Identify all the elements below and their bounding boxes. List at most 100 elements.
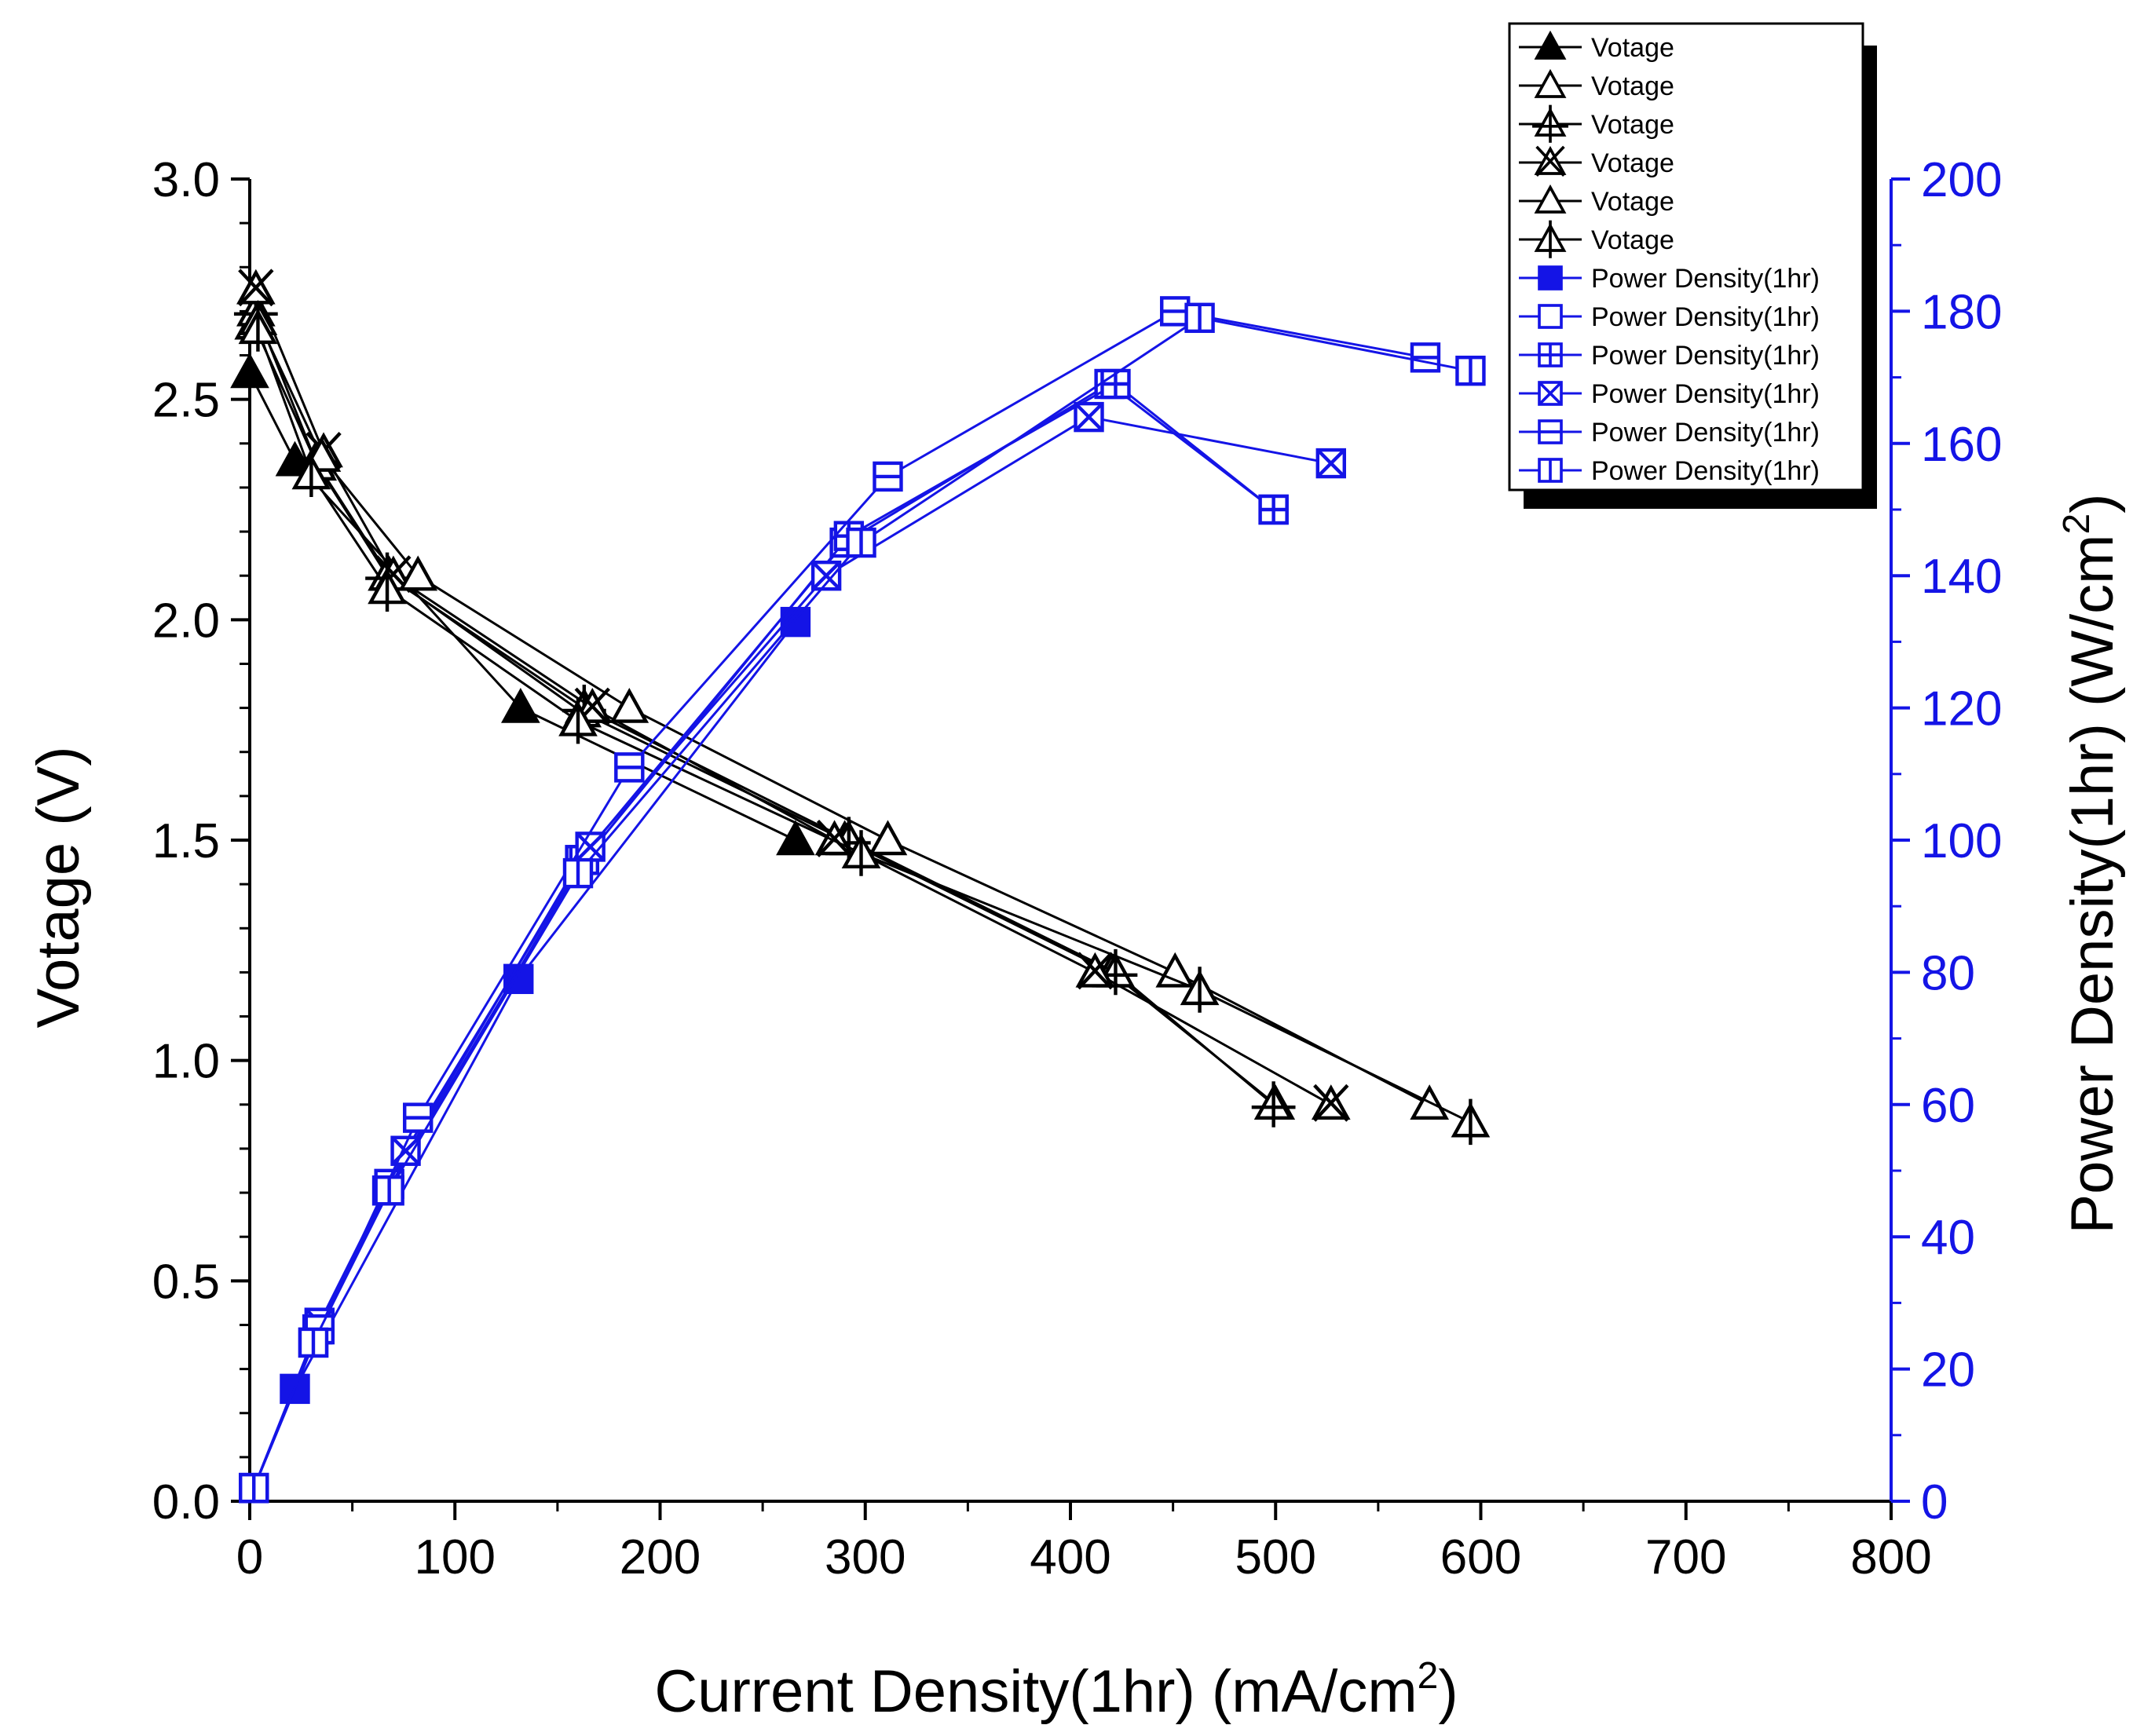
power-series-line [252,309,1426,1489]
data-point-marker [846,527,876,558]
legend: Votage Votage Votage Votage Votage Votage Powe… [1508,22,1877,509]
legend-entry: Power Density(1hr) [1519,379,1820,409]
data-point-marker [238,305,278,352]
y-right-tick-label: 140 [1921,550,2002,604]
legend-label: Votage [1591,110,1674,140]
data-point-marker [1074,401,1104,433]
x-tick-label: 400 [1030,1530,1110,1584]
legend-entry: Power Density(1hr) [1519,456,1820,486]
left-y-axis-title: Votage (V) [25,746,92,1028]
legend-label: Power Density(1hr) [1591,264,1820,294]
x-tick-label: 200 [620,1530,701,1584]
data-point-marker [1534,68,1567,98]
y-left-tick-label: 2.0 [152,594,220,648]
data-point-marker [776,820,815,856]
y-right-tick-label: 40 [1921,1211,1975,1265]
power-series-5 [239,296,1441,1504]
data-point-marker [1538,304,1563,329]
voltage-series-2 [234,304,1296,1120]
voltage-series-6 [238,305,1491,1146]
data-point-marker [1538,381,1563,406]
data-point-marker [1311,1084,1351,1122]
y-left-tick-label: 2.5 [152,374,220,428]
legend-label: Votage [1591,71,1674,101]
data-point-marker [614,752,645,783]
data-point-marker [558,697,598,744]
x-tick-label: 0 [236,1530,263,1584]
data-point-marker [398,555,438,591]
x-axis: 0 100 200 300 400 500 600 700 800 [236,1501,1932,1584]
y-right-tick-label: 0 [1921,1475,1948,1530]
data-point-marker [562,857,594,889]
power-series-line [252,382,1275,1489]
x-tick-label: 500 [1235,1530,1316,1584]
voltage-series-4 [236,269,1351,1122]
y-left-tick-label: 0.5 [152,1255,220,1309]
data-point-marker [1534,145,1567,177]
data-point-marker [1451,1098,1491,1146]
x-tick-label: 700 [1645,1530,1726,1584]
legend-entry: Votage [1519,184,1674,217]
y-right-tick-label: 20 [1921,1343,1975,1398]
data-point-marker [1075,952,1115,990]
legend-label: Power Density(1hr) [1591,379,1820,409]
data-point-marker [239,1472,269,1504]
data-point-marker [230,353,269,389]
right-y-axis-title: Power Density(1hr) (W/cm2) [2056,493,2126,1233]
data-point-marker [236,269,276,307]
legend-label: Votage [1591,148,1674,178]
data-point-marker [1410,342,1441,373]
data-point-marker [1155,952,1195,988]
data-point-marker [1538,419,1563,444]
data-point-marker [298,1327,329,1358]
legend-label: Power Density(1hr) [1591,456,1820,486]
legend-label: Votage [1591,33,1674,63]
power-series-4 [239,401,1346,1504]
left-y-axis: 0.0 0.5 1.0 1.5 2.0 2.5 3.0 [152,153,250,1530]
data-point-marker [1455,355,1486,386]
legend-entry: Votage [1519,220,1674,258]
data-point-marker [609,687,649,723]
y-left-tick-label: 1.5 [152,814,220,868]
data-point-marker [841,830,881,876]
y-right-tick-label: 100 [1921,814,2002,868]
data-point-marker [873,461,903,492]
legend-label: Power Density(1hr) [1591,341,1820,371]
legend-entry: Votage [1519,68,1674,101]
y-right-tick-label: 60 [1921,1079,1975,1133]
y-right-tick-label: 180 [1921,285,2002,339]
legend-entry: Votage [1519,30,1674,63]
legend-box [1508,22,1864,492]
data-point-marker [1180,967,1220,1013]
data-point-marker [1534,220,1567,258]
data-point-marker [1538,458,1563,483]
power-series-2 [239,368,1289,1504]
voltage-series-line [257,319,1430,1106]
data-point-marker [868,820,908,856]
x-tick-label: 300 [825,1530,906,1584]
x-tick-label: 800 [1850,1530,1931,1584]
legend-entry: Votage [1519,145,1674,178]
y-right-tick-label: 160 [1921,418,2002,472]
data-point-marker [1251,1081,1296,1127]
data-point-marker [1534,184,1567,214]
y-right-tick-label: 80 [1921,946,1975,1000]
data-point-marker [1534,30,1567,60]
data-point-marker [291,451,331,497]
y-left-tick-label: 1.0 [152,1035,220,1089]
data-point-marker [1315,448,1346,479]
legend-label: Power Density(1hr) [1591,418,1820,448]
legend-entry: Power Density(1hr) [1519,302,1820,332]
x-tick-label: 100 [415,1530,496,1584]
data-point-marker [1532,104,1568,143]
legend-label: Votage [1591,187,1674,217]
power-series-line [252,316,1471,1489]
power-series-6 [239,302,1486,1504]
data-point-marker [374,1175,404,1206]
voltage-series-group [230,269,1491,1146]
y-right-tick-label: 120 [1921,682,2002,736]
power-series-1 [239,606,811,1504]
right-y-axis: 0 20 40 60 80 100 120 140 160 180 200 [1891,153,2002,1530]
voltage-series-line [256,328,1472,1124]
